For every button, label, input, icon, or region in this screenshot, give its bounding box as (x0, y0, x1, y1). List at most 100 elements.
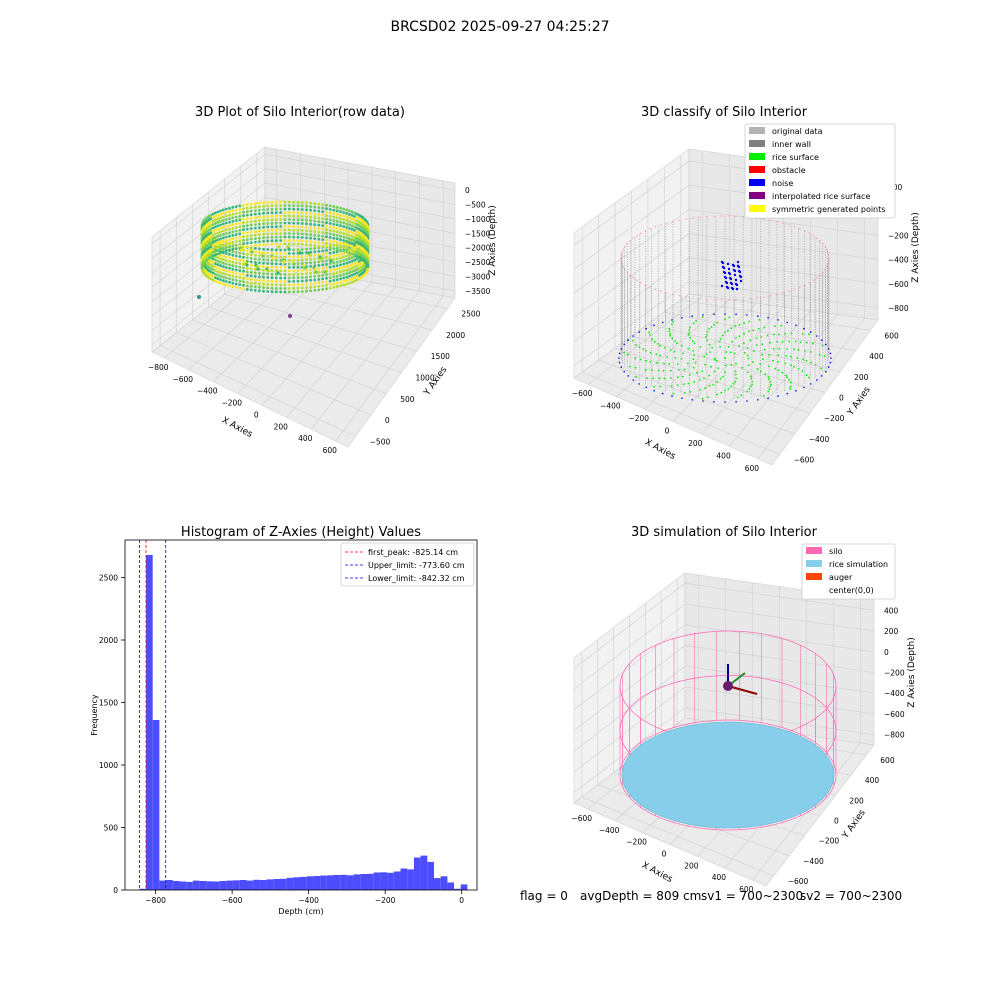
histogram-bar (427, 861, 434, 890)
raw-point (253, 271, 257, 275)
raw-point (224, 266, 228, 269)
raw-point (321, 253, 325, 256)
raw-point (270, 269, 274, 273)
y-tick-label: 0 (839, 394, 844, 403)
raw-point (300, 222, 304, 225)
raw-point (283, 239, 287, 242)
raw-point (238, 283, 242, 286)
rice-surface-point (708, 328, 710, 330)
raw-point (287, 239, 291, 242)
raw-point (266, 225, 270, 229)
raw-point (283, 221, 287, 225)
raw-point (266, 208, 270, 211)
silo-top-point (636, 279, 638, 282)
raw-point (325, 283, 328, 287)
raw-point (234, 265, 238, 268)
raw-point (292, 218, 296, 222)
raw-point (253, 244, 257, 248)
raw-point (355, 257, 359, 261)
rice-surface-point (785, 374, 788, 377)
rice-surface-point (662, 370, 665, 372)
z-grid-line (573, 209, 879, 294)
raw-point (317, 220, 321, 224)
rice-surface-point (705, 353, 708, 355)
raw-point (249, 264, 253, 267)
histogram-bar (440, 876, 448, 891)
raw-point (309, 219, 312, 223)
rice-surface-point (763, 348, 766, 351)
raw-point (283, 255, 287, 259)
raw-point (262, 272, 265, 276)
x-grid-line (335, 180, 444, 442)
x-grid-line (616, 154, 730, 397)
raw-point (211, 268, 215, 271)
raw-point (292, 204, 296, 208)
raw-point (287, 211, 291, 214)
raw-point (224, 255, 228, 259)
noise-point (620, 366, 623, 368)
raw-point (350, 221, 354, 224)
raw-point (245, 253, 249, 256)
rice-surface-point (717, 367, 720, 369)
raw-point (228, 238, 231, 242)
histogram-bar (320, 875, 327, 890)
raw-point (292, 290, 296, 294)
rice-surface-point (746, 354, 749, 357)
raw-point (335, 226, 339, 230)
raw-point (258, 247, 261, 251)
raw-point (231, 278, 235, 282)
raw-point (305, 211, 308, 215)
raw-point (250, 250, 254, 254)
raw-point (309, 247, 312, 251)
raw-point (348, 274, 351, 278)
raw-point (296, 228, 300, 232)
raw-point (245, 249, 249, 253)
silo-top-point (654, 288, 657, 291)
raw-point (262, 265, 265, 269)
rice-surface-point (687, 334, 690, 336)
raw-point (296, 200, 300, 204)
silo-top-point (632, 237, 634, 240)
raw-point (253, 289, 257, 292)
raw-point (292, 255, 296, 259)
raw-point (274, 262, 278, 266)
noise-point (638, 383, 640, 385)
y-tick-label: 400 (869, 352, 884, 361)
raw-point (325, 280, 328, 284)
raw-point (300, 208, 304, 211)
rice-surface-point (657, 369, 660, 372)
raw-point (211, 230, 215, 233)
rice-surface-point (789, 385, 792, 388)
raw-point (296, 211, 300, 215)
rice-surface-point (646, 377, 648, 379)
z-grid-line (573, 624, 875, 711)
silo-top-point (793, 288, 796, 291)
raw-point (305, 239, 308, 243)
raw-point (328, 283, 332, 286)
raw-point (224, 221, 228, 225)
raw-point (224, 249, 228, 253)
raw-point (345, 275, 349, 279)
raw-point (309, 285, 312, 289)
z-grid-line (151, 153, 456, 245)
raw-point (238, 251, 242, 255)
raw-point (234, 247, 238, 251)
raw-point (270, 211, 274, 215)
z-tick-label: −600 (884, 710, 905, 719)
raw-point (353, 258, 356, 262)
y-axis-label: Y Axies (840, 808, 868, 841)
raw-point (270, 235, 274, 239)
raw-point (219, 237, 222, 241)
y-tick-label: 1500 (431, 352, 450, 361)
raw-point (321, 245, 325, 249)
raw-point (325, 203, 328, 207)
raw-point (228, 266, 231, 270)
raw-point (219, 227, 222, 230)
raw-point (328, 255, 332, 258)
raw-point (228, 217, 231, 221)
rice-surface-point (768, 388, 771, 390)
raw-point (262, 243, 265, 247)
raw-point (253, 268, 257, 271)
raw-point (258, 222, 261, 226)
legend-label: interpolated rice surface (772, 192, 870, 201)
